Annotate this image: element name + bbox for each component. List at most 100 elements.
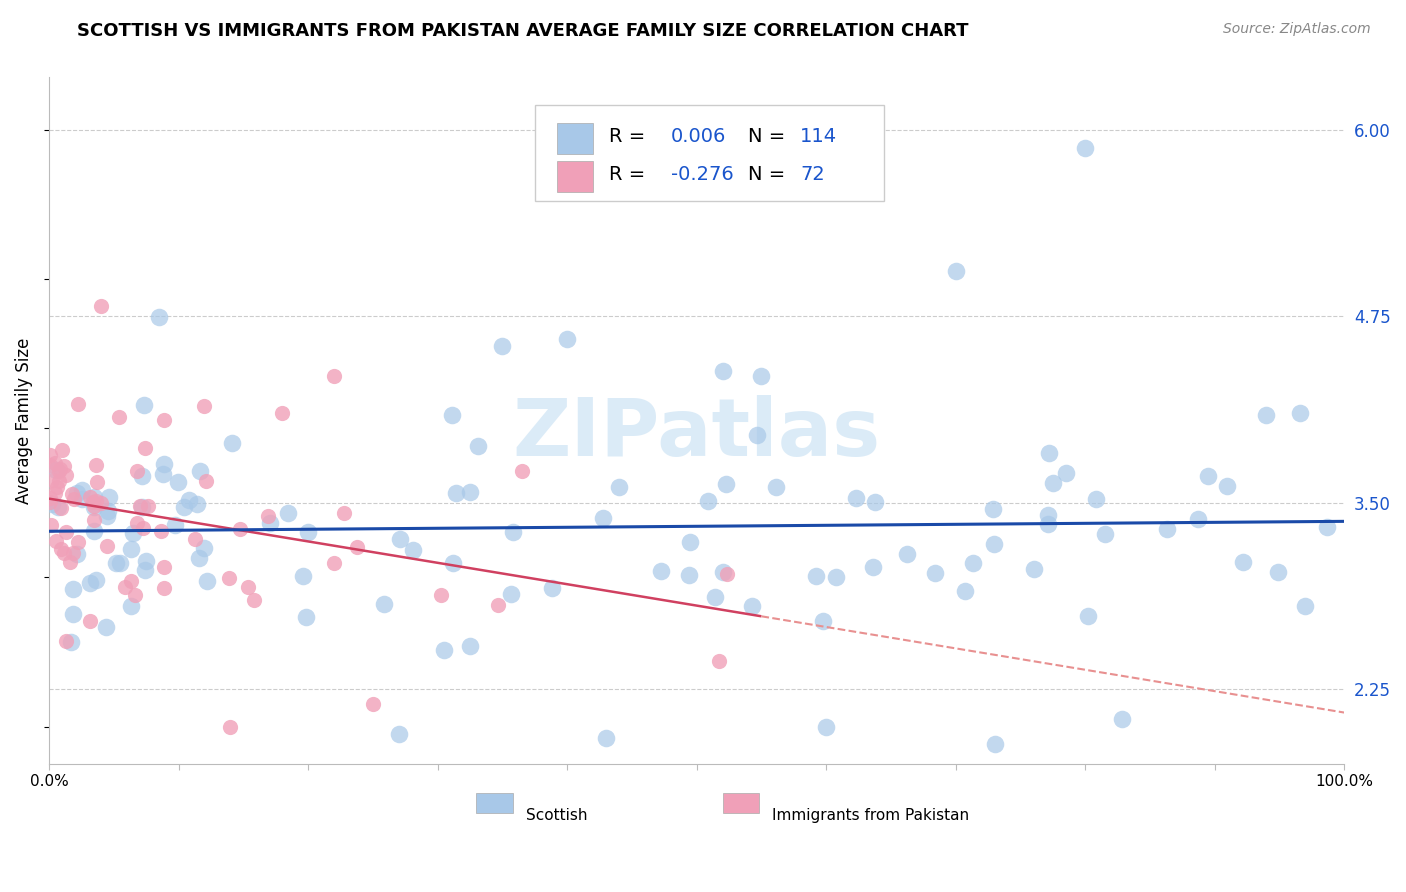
- Point: [62, 582, 84, 596]
- FancyBboxPatch shape: [477, 793, 513, 814]
- Point: [39, 448, 62, 462]
- Point: [1094, 527, 1116, 541]
- Point: [79, 575, 101, 590]
- Point: [256, 508, 278, 523]
- Point: [125, 516, 148, 530]
- Point: [983, 537, 1005, 551]
- Point: [332, 506, 354, 520]
- Point: [243, 593, 266, 607]
- Point: [127, 464, 149, 478]
- Text: 72: 72: [800, 165, 825, 184]
- Point: [389, 532, 412, 546]
- Text: Scottish: Scottish: [526, 808, 588, 823]
- Point: [105, 557, 128, 571]
- Point: [55, 525, 77, 540]
- Point: [153, 581, 176, 595]
- Point: [51, 442, 73, 457]
- Point: [79, 490, 101, 504]
- Point: [49, 541, 72, 556]
- Point: [815, 719, 838, 733]
- Point: [90, 299, 112, 313]
- Point: [696, 493, 718, 508]
- Point: [120, 542, 142, 557]
- Point: [510, 464, 533, 478]
- Point: [45, 533, 67, 548]
- Point: [62, 607, 84, 621]
- Point: [45, 480, 67, 494]
- Point: [55, 634, 77, 648]
- Point: [499, 587, 522, 601]
- Point: [707, 653, 730, 667]
- Text: ZIPatlas: ZIPatlas: [513, 395, 880, 474]
- Point: [862, 560, 884, 574]
- Point: [131, 469, 153, 483]
- Point: [149, 524, 172, 538]
- Point: [361, 697, 384, 711]
- Text: N =: N =: [748, 165, 792, 184]
- Text: R =: R =: [609, 127, 651, 146]
- Point: [152, 413, 174, 427]
- Point: [134, 441, 156, 455]
- Point: [39, 494, 62, 508]
- Point: [89, 496, 111, 510]
- Point: [83, 513, 105, 527]
- Point: [1216, 479, 1239, 493]
- Point: [825, 570, 848, 584]
- Point: [711, 364, 734, 378]
- Point: [806, 569, 828, 583]
- Point: [1254, 408, 1277, 422]
- Point: [135, 554, 157, 568]
- Point: [1054, 467, 1077, 481]
- FancyBboxPatch shape: [723, 793, 759, 814]
- Point: [134, 563, 156, 577]
- Point: [1036, 516, 1059, 531]
- Point: [83, 490, 105, 504]
- Point: [238, 580, 260, 594]
- Point: [193, 541, 215, 555]
- Point: [96, 508, 118, 523]
- Point: [297, 525, 319, 540]
- FancyBboxPatch shape: [557, 123, 593, 154]
- Point: [1294, 599, 1316, 614]
- Point: [84, 458, 107, 473]
- Point: [430, 588, 453, 602]
- Point: [148, 310, 170, 325]
- Point: [845, 491, 868, 505]
- Text: Immigrants from Pakistan: Immigrants from Pakistan: [772, 808, 969, 823]
- Point: [295, 610, 318, 624]
- Point: [59, 555, 82, 569]
- Point: [924, 566, 946, 580]
- Point: [128, 499, 150, 513]
- Point: [98, 491, 121, 505]
- Point: [188, 465, 211, 479]
- Point: [67, 396, 90, 410]
- Point: [323, 368, 346, 383]
- Point: [55, 468, 77, 483]
- Point: [221, 436, 243, 450]
- Point: [108, 556, 131, 570]
- Point: [291, 569, 314, 583]
- Point: [218, 571, 240, 585]
- Point: [592, 511, 614, 525]
- Point: [1187, 512, 1209, 526]
- Point: [45, 463, 67, 477]
- Point: [1232, 556, 1254, 570]
- Point: [108, 410, 131, 425]
- Point: [962, 556, 984, 570]
- Point: [323, 556, 346, 570]
- Point: [86, 475, 108, 490]
- Point: [441, 556, 464, 570]
- Point: [70, 491, 93, 506]
- Point: [165, 518, 187, 533]
- Point: [983, 738, 1005, 752]
- Text: SCOTTISH VS IMMIGRANTS FROM PAKISTAN AVERAGE FAMILY SIZE CORRELATION CHART: SCOTTISH VS IMMIGRANTS FROM PAKISTAN AVE…: [77, 22, 969, 40]
- Point: [1288, 406, 1310, 420]
- Point: [1042, 476, 1064, 491]
- Point: [716, 567, 738, 582]
- Point: [83, 500, 105, 515]
- Point: [259, 516, 281, 531]
- Point: [679, 535, 702, 549]
- Point: [63, 491, 86, 506]
- Point: [66, 534, 89, 549]
- Point: [167, 475, 190, 489]
